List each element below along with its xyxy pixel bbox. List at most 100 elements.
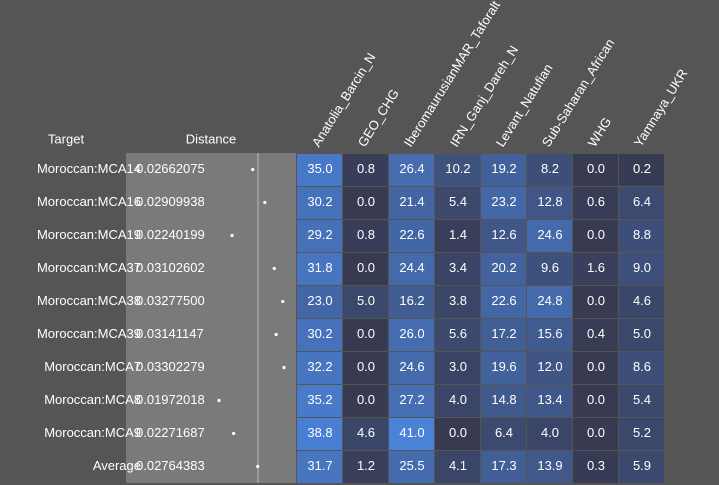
admixture-cell bbox=[435, 319, 480, 351]
admixture-value: 0.0 bbox=[587, 392, 605, 407]
admixture-value: 41.0 bbox=[399, 425, 424, 440]
distance-value: 0.02662075 bbox=[136, 161, 205, 176]
admixture-cell bbox=[297, 286, 342, 318]
admixture-value: 4.0 bbox=[449, 392, 467, 407]
admixture-value: 5.2 bbox=[633, 425, 651, 440]
distance-dot bbox=[251, 167, 255, 172]
admixture-cell bbox=[527, 253, 572, 285]
distance-dot bbox=[256, 464, 260, 469]
admixture-cell bbox=[435, 154, 480, 186]
admixture-value: 1.2 bbox=[357, 458, 375, 473]
admixture-value: 0.0 bbox=[357, 359, 375, 374]
admixture-cell bbox=[343, 352, 388, 384]
column-header: WHG bbox=[585, 115, 615, 150]
admixture-cell bbox=[389, 319, 434, 351]
distance-dot bbox=[282, 365, 286, 370]
distance-dot bbox=[232, 431, 236, 436]
admixture-cell bbox=[619, 253, 664, 285]
admixture-cell bbox=[389, 385, 434, 417]
admixture-cell bbox=[389, 352, 434, 384]
target-label: Moroccan:MCA7 bbox=[44, 359, 141, 374]
admixture-value: 13.9 bbox=[537, 458, 562, 473]
admixture-cell bbox=[619, 319, 664, 351]
admixture-cell bbox=[527, 352, 572, 384]
admixture-value: 0.0 bbox=[587, 161, 605, 176]
admixture-value: 8.8 bbox=[633, 227, 651, 242]
admixture-cell bbox=[389, 286, 434, 318]
admixture-value: 27.2 bbox=[399, 392, 424, 407]
admixture-value: 20.2 bbox=[491, 260, 516, 275]
admixture-cell bbox=[343, 418, 388, 450]
admixture-value: 26.0 bbox=[399, 326, 424, 341]
admixture-cell bbox=[573, 187, 618, 219]
distance-dot bbox=[281, 299, 285, 304]
admixture-cell bbox=[619, 352, 664, 384]
distance-value: 0.03277500 bbox=[136, 293, 205, 308]
distance-dot bbox=[274, 332, 278, 337]
admixture-value: 3.8 bbox=[449, 293, 467, 308]
admixture-value: 0.0 bbox=[587, 425, 605, 440]
admixture-cell bbox=[481, 319, 526, 351]
admixture-value: 10.2 bbox=[445, 161, 470, 176]
target-label: Moroccan:MCA9 bbox=[44, 425, 141, 440]
target-label: Moroccan:MCA16 bbox=[37, 194, 141, 209]
admixture-cell bbox=[619, 154, 664, 186]
admixture-value: 29.2 bbox=[307, 227, 332, 242]
distance-header: Distance bbox=[186, 131, 237, 146]
admixture-value: 26.4 bbox=[399, 161, 424, 176]
admixture-cell bbox=[435, 187, 480, 219]
admixture-cell bbox=[527, 319, 572, 351]
admixture-value: 19.6 bbox=[491, 359, 516, 374]
admixture-cell bbox=[481, 451, 526, 483]
admixture-value: 24.8 bbox=[537, 293, 562, 308]
admixture-cell bbox=[297, 187, 342, 219]
admixture-value: 31.7 bbox=[307, 458, 332, 473]
admixture-value: 24.6 bbox=[537, 227, 562, 242]
admixture-value: 0.0 bbox=[357, 260, 375, 275]
admixture-value: 35.0 bbox=[307, 161, 332, 176]
admixture-value: 5.4 bbox=[449, 194, 467, 209]
admixture-value: 9.0 bbox=[633, 260, 651, 275]
admixture-value: 3.0 bbox=[449, 359, 467, 374]
distance-value: 0.01972018 bbox=[136, 392, 205, 407]
admixture-value: 15.6 bbox=[537, 326, 562, 341]
admixture-cell bbox=[573, 385, 618, 417]
admixture-cell bbox=[297, 319, 342, 351]
admixture-cell bbox=[435, 352, 480, 384]
admixture-cell bbox=[343, 385, 388, 417]
admixture-value: 4.6 bbox=[633, 293, 651, 308]
admixture-value: 8.6 bbox=[633, 359, 651, 374]
distance-dot bbox=[272, 266, 276, 271]
admixture-cell bbox=[435, 385, 480, 417]
target-label: Moroccan:MCA14 bbox=[37, 161, 141, 176]
target-label: Average bbox=[93, 458, 141, 473]
admixture-cell bbox=[619, 418, 664, 450]
admixture-value: 0.0 bbox=[357, 326, 375, 341]
admixture-value: 5.4 bbox=[633, 392, 651, 407]
target-label: Moroccan:MCA8 bbox=[44, 392, 141, 407]
admixture-cell bbox=[297, 253, 342, 285]
admixture-value: 8.2 bbox=[541, 161, 559, 176]
target-label: Moroccan:MCA37 bbox=[37, 260, 141, 275]
admixture-cell bbox=[481, 286, 526, 318]
admixture-value: 12.6 bbox=[491, 227, 516, 242]
admixture-value: 30.2 bbox=[307, 194, 332, 209]
admixture-cell bbox=[481, 154, 526, 186]
admixture-value: 3.4 bbox=[449, 260, 467, 275]
admixture-value: 5.9 bbox=[633, 458, 651, 473]
admixture-cell bbox=[435, 451, 480, 483]
admixture-value: 0.0 bbox=[357, 392, 375, 407]
admixture-cell bbox=[297, 220, 342, 252]
target-header: Target bbox=[48, 131, 85, 146]
admixture-cell bbox=[527, 451, 572, 483]
admixture-cell bbox=[619, 187, 664, 219]
admixture-cell bbox=[619, 451, 664, 483]
admixture-value: 24.4 bbox=[399, 260, 424, 275]
column-header: GEO_CHG bbox=[355, 86, 402, 149]
admixture-cell bbox=[573, 220, 618, 252]
distance-dot bbox=[263, 200, 267, 205]
admixture-cell bbox=[619, 220, 664, 252]
distance-value: 0.03141147 bbox=[136, 326, 204, 341]
admixture-cell bbox=[481, 187, 526, 219]
